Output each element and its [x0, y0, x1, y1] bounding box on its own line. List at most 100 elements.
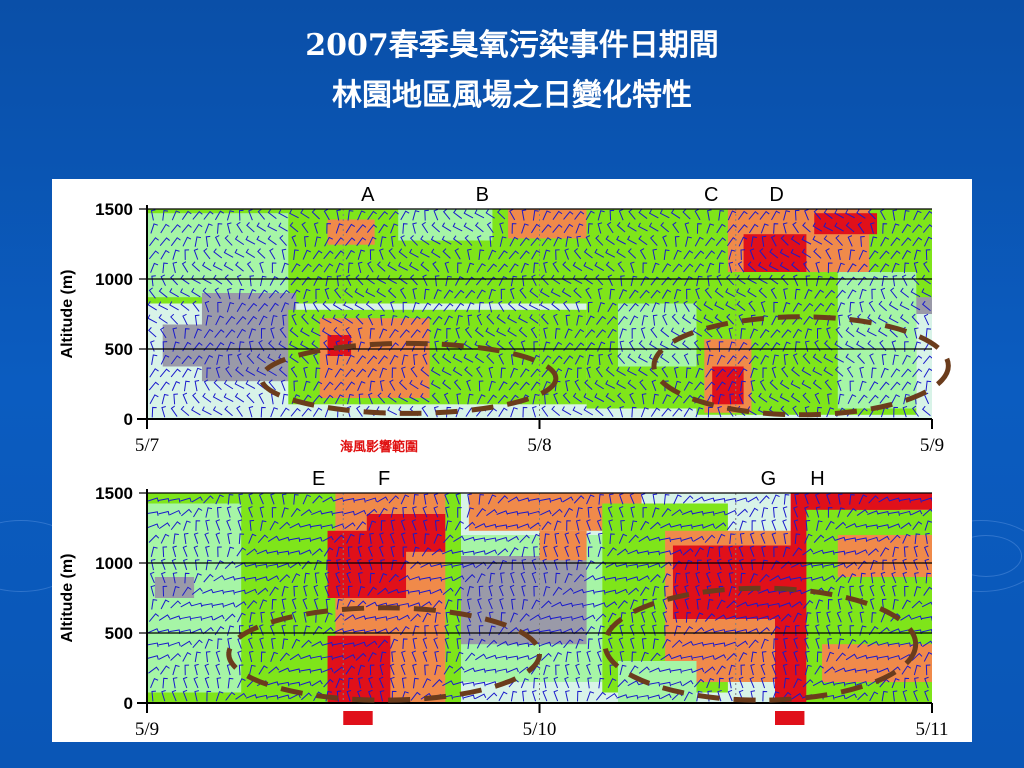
wind-barb — [748, 639, 759, 649]
wind-barb — [815, 261, 820, 273]
wind-barb — [866, 327, 877, 337]
wind-barb — [150, 558, 156, 571]
wind-barb — [150, 340, 155, 352]
wind-barb — [183, 380, 190, 392]
wind-barb — [424, 533, 430, 544]
wind-barb — [770, 235, 777, 247]
wind-barb — [540, 615, 552, 620]
wind-barb — [638, 563, 650, 569]
wind-barb — [760, 663, 766, 676]
wind-barb — [172, 664, 180, 676]
wind-barb — [760, 638, 769, 649]
wind-barb — [485, 327, 496, 337]
wind-barb — [433, 209, 439, 221]
wind-barb — [575, 676, 581, 689]
wind-barb — [628, 340, 636, 352]
wind-barb — [533, 546, 538, 558]
wind-barb — [802, 548, 814, 556]
wind-barb — [347, 262, 354, 274]
wind-barb — [366, 224, 378, 233]
wind-barb — [922, 508, 932, 517]
wind-barb — [496, 668, 508, 674]
wind-barb — [619, 328, 627, 339]
wind-barb — [845, 693, 857, 700]
wind-barb — [747, 602, 759, 608]
wind-barb — [594, 248, 605, 258]
wind-barb — [476, 263, 486, 273]
wind-barb — [519, 381, 530, 391]
wind-barb — [216, 677, 222, 689]
wind-barb — [750, 651, 757, 663]
wind-barb — [857, 221, 865, 234]
wind-barb — [530, 381, 541, 391]
wind-barb — [816, 611, 821, 623]
wind-barb — [234, 392, 245, 403]
wind-barb — [313, 584, 319, 597]
wind-barb — [640, 611, 646, 623]
wind-barb — [683, 353, 690, 365]
wind-barb — [541, 237, 552, 247]
wind-barb — [412, 288, 418, 300]
wind-barb — [552, 210, 563, 220]
wind-barb — [813, 209, 822, 220]
wind-barb — [683, 394, 694, 404]
wind-barb — [772, 354, 779, 365]
wind-barb — [268, 289, 279, 299]
wind-barb — [358, 572, 363, 584]
wind-barb — [804, 533, 813, 544]
wind-barb — [696, 353, 701, 365]
wind-barb — [773, 638, 779, 649]
wind-barb — [409, 261, 419, 271]
wind-barb — [692, 314, 703, 324]
wind-barb — [739, 558, 744, 571]
wind-barb — [304, 235, 309, 247]
wind-barb — [279, 521, 291, 530]
wind-barb — [597, 637, 603, 649]
wind-barb — [867, 340, 877, 351]
wind-barb — [890, 381, 901, 391]
wind-barb — [191, 288, 201, 298]
wind-barb — [923, 313, 930, 326]
wind-barb — [543, 327, 548, 339]
wind-barb — [245, 235, 256, 245]
y-tick-label: 500 — [105, 340, 133, 359]
wind-barb — [847, 235, 853, 247]
wind-barb — [214, 210, 225, 221]
wind-barb — [225, 691, 236, 701]
wind-barb — [508, 381, 519, 391]
wind-barb — [334, 613, 345, 622]
wind-barb — [718, 585, 724, 597]
wind-barb — [703, 642, 715, 648]
wind-barb — [684, 559, 693, 571]
wind-barb — [804, 506, 809, 518]
wind-barb — [289, 522, 301, 529]
wind-barb — [456, 637, 462, 649]
wind-barb — [192, 342, 203, 352]
wind-barb — [859, 585, 864, 597]
wind-barb — [661, 407, 672, 417]
wind-barb — [226, 506, 232, 518]
wind-barb — [758, 392, 768, 403]
wind-barb — [191, 261, 201, 272]
wind-barb — [474, 681, 486, 687]
wind-barb — [160, 274, 166, 286]
wind-barb — [620, 275, 625, 287]
wind-barb — [910, 509, 923, 516]
wind-barb — [321, 327, 332, 337]
wind-barb — [913, 261, 919, 274]
wind-barb — [224, 613, 236, 622]
wind-barb — [227, 494, 234, 505]
wind-barb — [172, 249, 180, 260]
wind-barb — [388, 627, 400, 635]
wind-barb — [456, 393, 461, 405]
wind-barb — [258, 289, 268, 299]
wind-barb — [749, 328, 758, 339]
wind-barb — [707, 275, 712, 287]
wind-barb — [301, 263, 312, 273]
wind-barb — [217, 301, 222, 313]
wind-barb — [279, 289, 290, 299]
wind-barb — [215, 650, 221, 662]
wind-barb — [256, 235, 267, 245]
wind-barb — [628, 289, 639, 299]
